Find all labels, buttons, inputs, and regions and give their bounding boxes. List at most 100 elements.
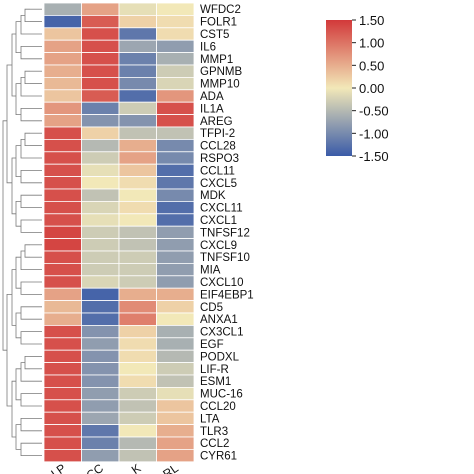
heatmap-cell (81, 225, 120, 239)
heatmap-cell (43, 27, 82, 41)
dendrogram-branch (20, 331, 25, 345)
heatmap-cell (81, 27, 120, 41)
column-label: K (129, 461, 144, 474)
heatmap-cell (118, 163, 157, 177)
dendrogram-branch (15, 201, 21, 227)
heatmap-cell (81, 337, 120, 351)
row-labels: WFDC2FOLR1CST5IL6MMP1GPNMBMMP10ADAIL1AAR… (200, 4, 254, 462)
dendrogram-branch (20, 219, 25, 233)
heatmap-cell (81, 386, 120, 401)
dendrogram-branch (20, 108, 25, 122)
row-label: MMP10 (200, 79, 240, 91)
heatmap-cell (156, 275, 195, 289)
heatmap-cell (43, 163, 82, 177)
row-label: EGF (200, 339, 224, 351)
row-label: CXCL10 (200, 277, 243, 289)
dendrogram-branch (24, 70, 30, 84)
color-scale-bar (326, 20, 352, 156)
heatmap-cell (156, 151, 195, 165)
heatmap-cell (43, 287, 82, 302)
heatmap-cell (118, 448, 157, 463)
heatmap-cell (43, 213, 82, 227)
heatmap-cell (118, 151, 157, 165)
heatmap-cell (118, 399, 157, 413)
heatmap-cell (43, 64, 82, 78)
heatmap-cell (118, 64, 157, 78)
dendrogram-branch (6, 64, 12, 184)
heatmap-cell (118, 39, 157, 54)
row-label: CST5 (200, 29, 229, 41)
heatmap-cell (118, 14, 157, 29)
heatmap-cell (118, 138, 157, 153)
heatmap-cell (156, 52, 195, 66)
dendrogram-branch (20, 393, 25, 407)
heatmap-cell (156, 77, 195, 91)
color-scale-tick-label: -1.50 (359, 149, 389, 164)
row-label: CX3CL1 (200, 327, 243, 339)
heatmap-cell (156, 337, 195, 351)
dendrogram-branch (20, 418, 25, 432)
dendrogram-branch (20, 281, 25, 295)
dendrogram-branch (20, 15, 25, 35)
heatmap-cell (81, 64, 120, 78)
heatmap-cell (118, 250, 157, 264)
dendrogram-branch (24, 8, 30, 22)
row-label: TFPI-2 (200, 128, 235, 140)
dendrogram-branch (20, 194, 25, 208)
heatmap-cell (43, 374, 82, 388)
row-label: AREG (200, 116, 233, 128)
heatmap-cell (156, 238, 195, 252)
heatmap-cell (43, 200, 82, 215)
heatmap-cell (81, 126, 120, 140)
heatmap-cell (118, 262, 157, 277)
heatmap-cell (156, 126, 195, 140)
heatmap-cell (43, 77, 82, 91)
heatmap-cell (43, 250, 82, 264)
heatmap-cell (118, 213, 157, 227)
heatmap-cell (156, 324, 195, 339)
heatmap-cell (156, 374, 195, 388)
heatmap-cell (81, 188, 120, 202)
heatmap-cell (43, 14, 82, 29)
row-label: CXCL5 (200, 178, 237, 190)
row-label: CXCL9 (200, 240, 237, 252)
row-label: TNFSF10 (200, 252, 250, 264)
heatmap-cell (43, 337, 82, 351)
row-label: CCL11 (200, 165, 235, 177)
color-scale-tick-label: 0.00 (359, 81, 384, 96)
row-label: WFDC2 (200, 4, 241, 16)
heatmap-cell (156, 213, 195, 227)
row-label: PODXL (200, 351, 240, 363)
row-label: ADA (200, 91, 224, 103)
heatmap-cell (156, 2, 195, 16)
heatmap-cell (118, 337, 157, 351)
heatmap-cell (156, 362, 195, 376)
heatmap-cell (43, 424, 82, 438)
dendrogram-branch (11, 269, 16, 326)
heatmap-cell (43, 448, 82, 463)
heatmap-cell (118, 424, 157, 438)
heatmap-cell (43, 225, 82, 239)
dendrogram-branch (11, 380, 16, 438)
row-label: MUC-16 (200, 389, 243, 401)
column-label: RL (160, 461, 181, 474)
heatmap-cell (118, 287, 157, 302)
heatmap-cell (43, 411, 82, 426)
row-label: RSPO3 (200, 153, 239, 165)
heatmap-cell (43, 238, 82, 252)
heatmap-cell (81, 200, 120, 215)
dendrogram-branch (15, 21, 21, 53)
heatmap-cell (81, 287, 120, 302)
dendrogram-branch (2, 120, 7, 351)
heatmap-cell (118, 200, 157, 215)
heatmap-cell (156, 436, 195, 450)
dendrogram-branch (20, 250, 25, 270)
heatmap-cell (156, 312, 195, 326)
heatmap-cell (81, 151, 120, 165)
heatmap-cell (156, 188, 195, 202)
heatmap-cell (118, 362, 157, 376)
heatmap-cell (156, 39, 195, 54)
heatmap-cells (43, 2, 195, 463)
dendrogram-branch (15, 368, 21, 401)
row-label: CCL28 (200, 141, 236, 153)
